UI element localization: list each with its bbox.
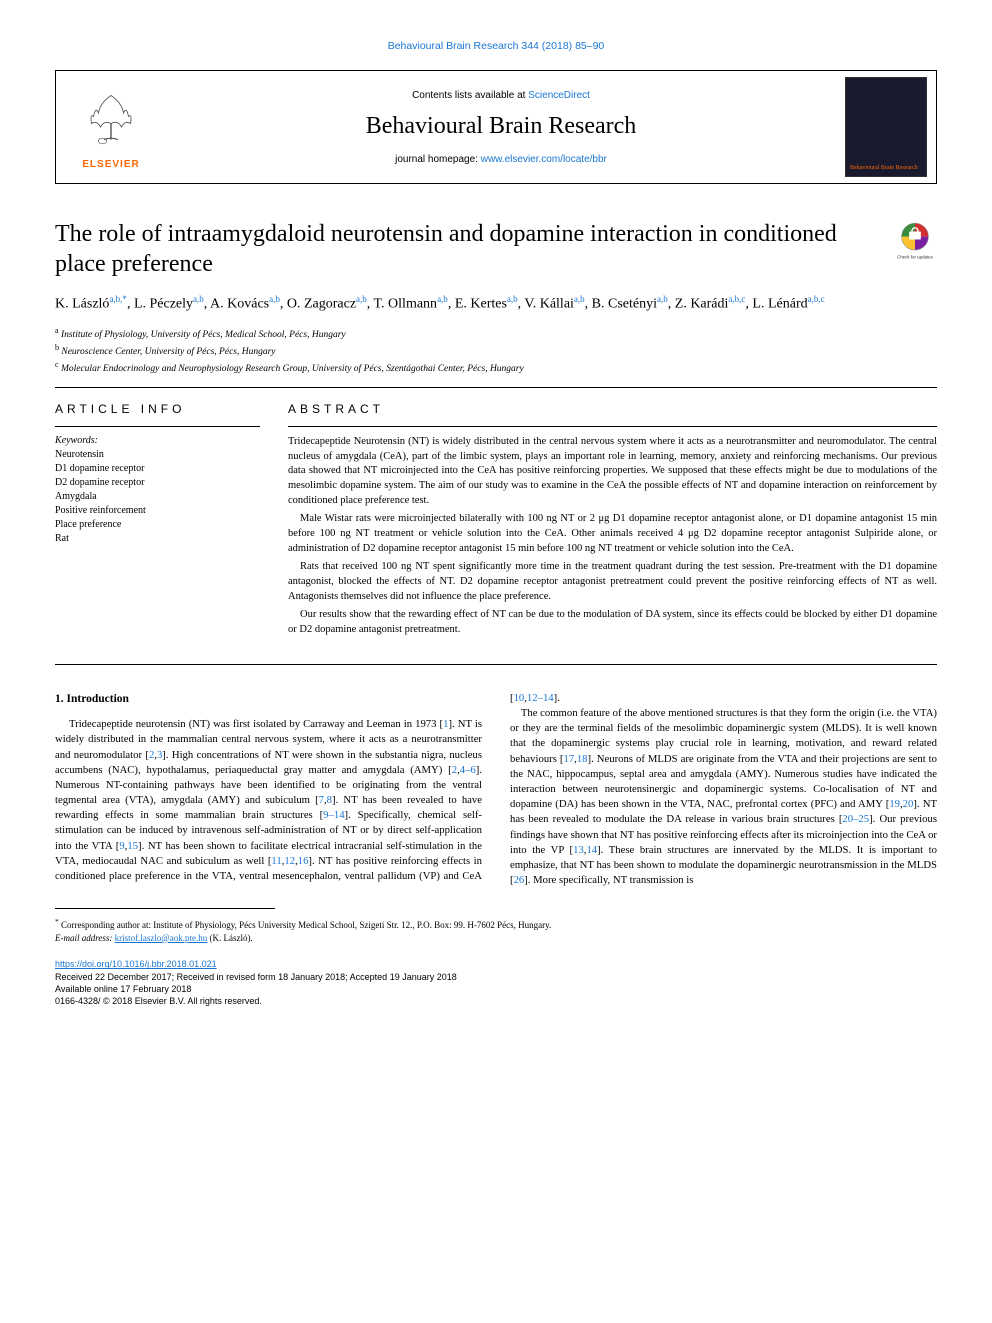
affiliations: a Institute of Physiology, University of… [55, 325, 937, 377]
homepage-line: journal homepage: www.elsevier.com/locat… [395, 154, 607, 165]
cover-thumb-text: Behavioural Brain Research [850, 165, 922, 172]
copyright-line: 0166-4328/ © 2018 Elsevier B.V. All righ… [55, 996, 262, 1006]
footnote-divider [55, 908, 275, 909]
elsevier-tree-icon [76, 85, 146, 155]
corr-email-link[interactable]: kristof.laszlo@aok.pte.hu [115, 933, 208, 943]
journal-name: Behavioural Brain Research [366, 113, 637, 140]
elsevier-logo-column: ELSEVIER [56, 71, 166, 183]
journal-citation: Behavioural Brain Research 344 (2018) 85… [55, 40, 937, 52]
keywords-label: Keywords: [55, 435, 260, 446]
intro-paragraph: Tridecapeptide neurotensin (NT) was firs… [55, 691, 937, 888]
contents-prefix: Contents lists available at [412, 90, 528, 101]
keyword-item: D1 dopamine receptor [55, 462, 260, 476]
article-info-heading: ARTICLE INFO [55, 402, 260, 416]
affiliation-c: c Molecular Endocrinology and Neurophysi… [55, 359, 937, 376]
cover-column: Behavioural Brain Research [836, 71, 936, 183]
header-center: Contents lists available at ScienceDirec… [166, 71, 836, 183]
keyword-item: Place preference [55, 518, 260, 532]
divider [288, 426, 937, 427]
affiliation-a: a Institute of Physiology, University of… [55, 325, 937, 342]
divider [55, 664, 937, 665]
article-title: The role of intraamygdaloid neurotensin … [55, 219, 873, 279]
keyword-item: Neurotensin [55, 448, 260, 462]
keyword-item: Rat [55, 532, 260, 546]
correspondence: * Corresponding author at: Institute of … [55, 917, 937, 944]
homepage-link[interactable]: www.elsevier.com/locate/bbr [481, 154, 607, 165]
abstract-paragraph: Our results show that the rewarding effe… [288, 608, 937, 637]
svg-text:Check for updates: Check for updates [897, 255, 933, 260]
article-info-column: ARTICLE INFO Keywords: NeurotensinD1 dop… [55, 402, 260, 642]
divider [55, 387, 937, 388]
affiliation-b: b Neuroscience Center, University of Péc… [55, 342, 937, 359]
footer-block: https://doi.org/10.1016/j.bbr.2018.01.02… [55, 958, 937, 1007]
check-updates-icon[interactable]: Check for updates [893, 219, 937, 263]
homepage-prefix: journal homepage: [395, 154, 481, 165]
keyword-item: D2 dopamine receptor [55, 476, 260, 490]
doi-link[interactable]: https://doi.org/10.1016/j.bbr.2018.01.02… [55, 959, 217, 969]
divider [55, 426, 260, 427]
journal-header: ELSEVIER Contents lists available at Sci… [55, 70, 937, 184]
abstract-column: ABSTRACT Tridecapeptide Neurotensin (NT)… [288, 402, 937, 642]
abstract-paragraph: Male Wistar rats were microinjected bila… [288, 512, 937, 556]
received-line: Received 22 December 2017; Received in r… [55, 972, 457, 982]
sciencedirect-link[interactable]: ScienceDirect [528, 90, 590, 101]
keyword-item: Positive reinforcement [55, 504, 260, 518]
journal-cover-thumb: Behavioural Brain Research [845, 77, 927, 177]
available-line: Available online 17 February 2018 [55, 984, 191, 994]
abstract-heading: ABSTRACT [288, 402, 937, 416]
abstract-paragraph: Tridecapeptide Neurotensin (NT) is widel… [288, 435, 937, 508]
elsevier-text: ELSEVIER [82, 159, 139, 170]
section-heading: 1. Introduction [55, 691, 482, 707]
contents-line: Contents lists available at ScienceDirec… [412, 90, 590, 101]
keyword-item: Amygdala [55, 490, 260, 504]
keywords-list: NeurotensinD1 dopamine receptorD2 dopami… [55, 448, 260, 546]
body-text: 1. Introduction Tridecapeptide neurotens… [55, 691, 937, 888]
authors-list: K. Lászlóa,b,*, L. Péczelya,b, A. Kovács… [55, 293, 937, 315]
abstract-paragraph: Rats that received 100 ng NT spent signi… [288, 560, 937, 604]
